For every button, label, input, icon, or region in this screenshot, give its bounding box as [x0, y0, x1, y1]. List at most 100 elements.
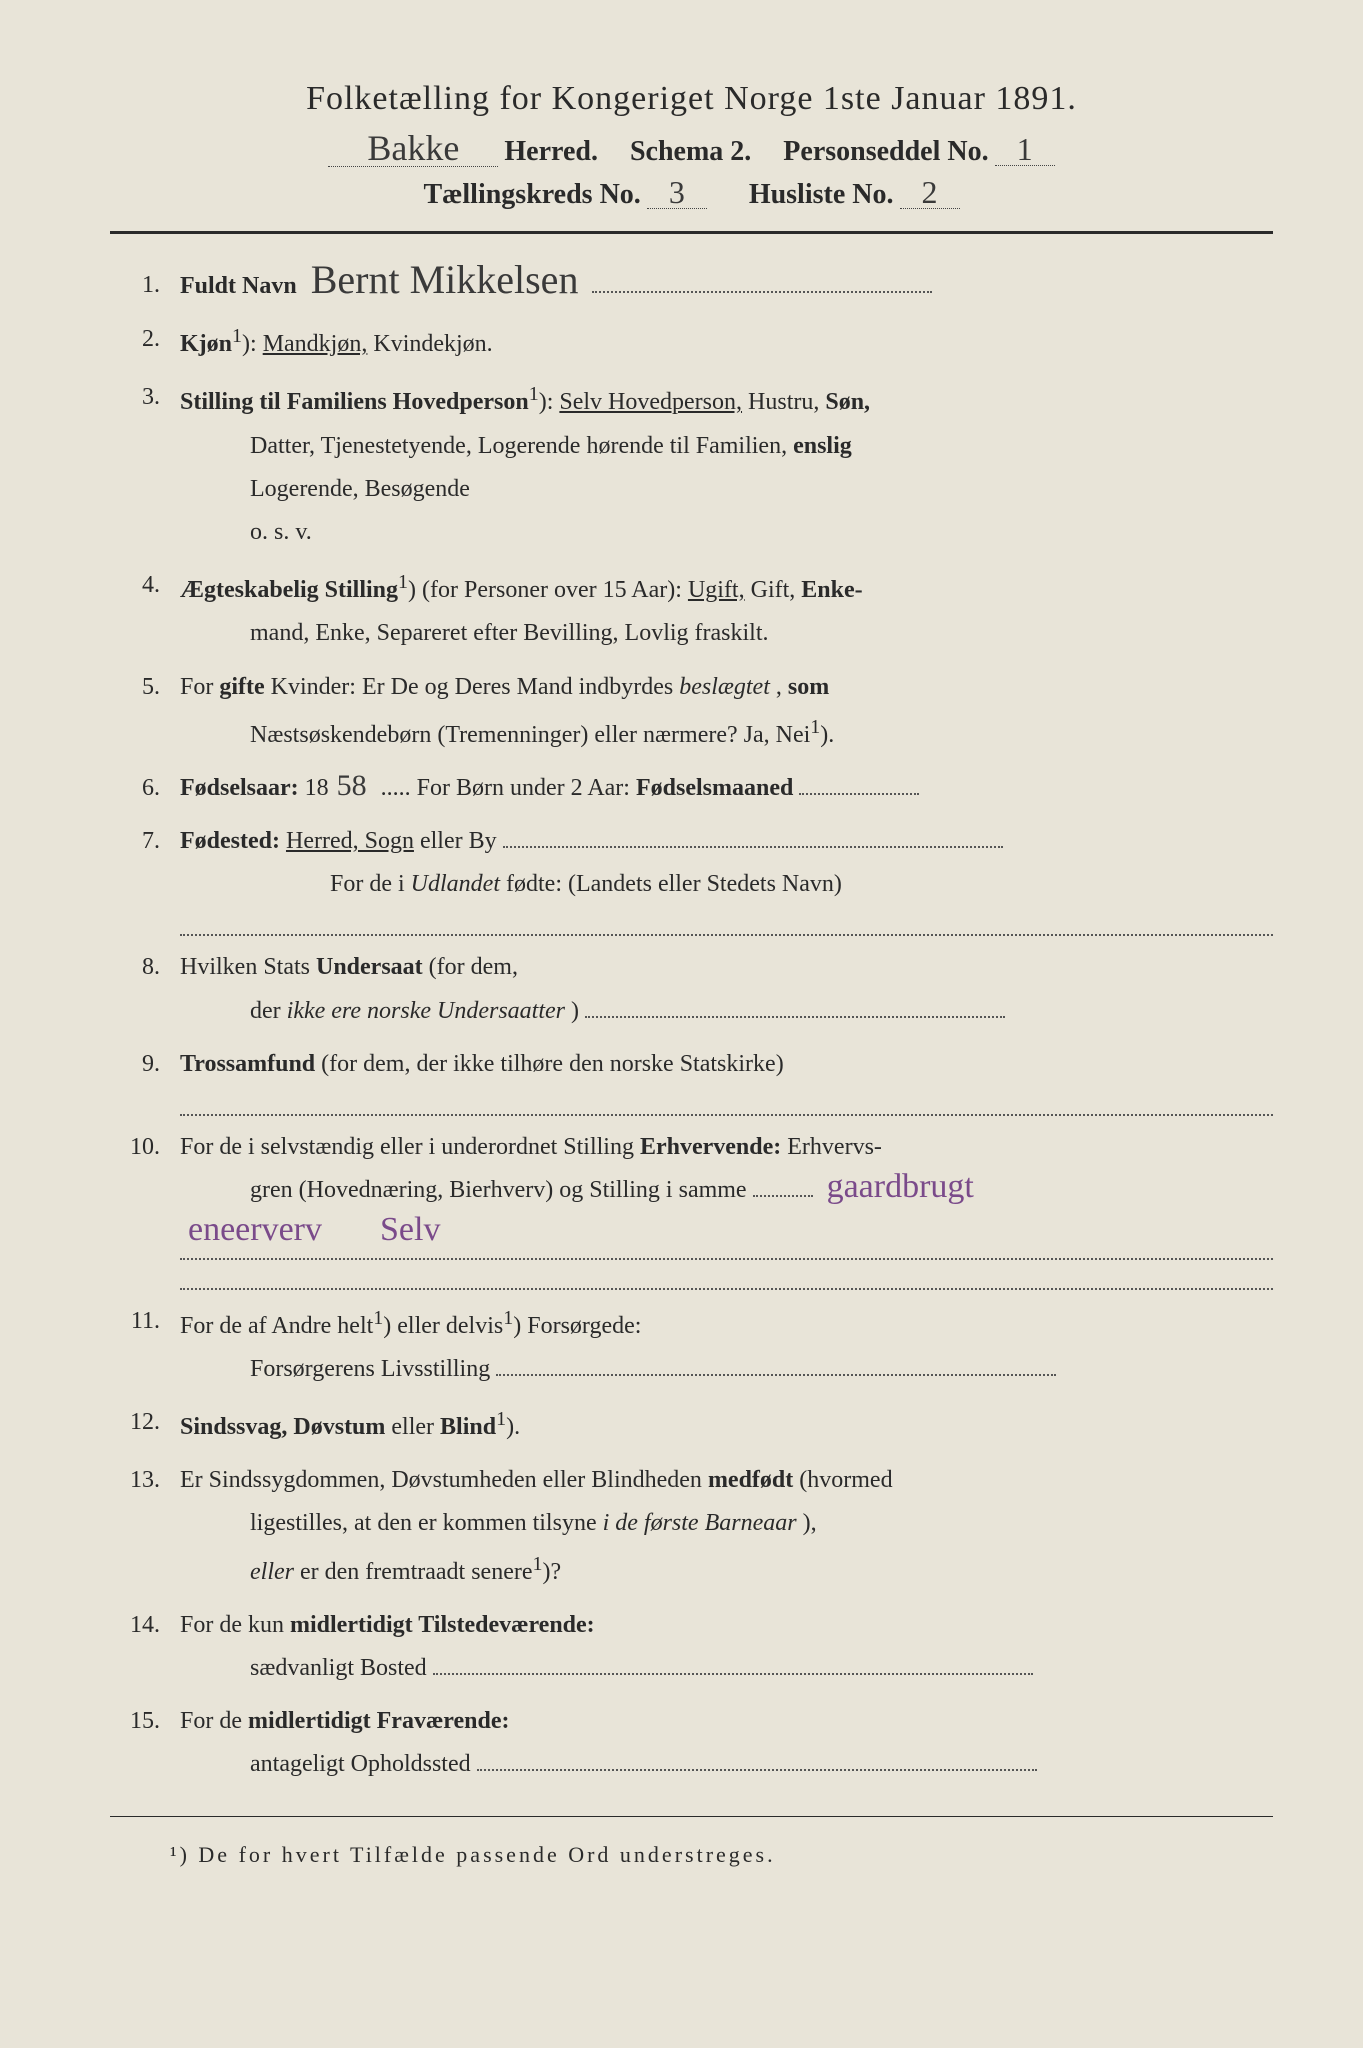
occupation-value-2: eneerverv: [180, 1216, 330, 1243]
item-num: 2.: [110, 318, 180, 366]
opt-enslig: enslig: [793, 433, 852, 459]
form-items: 1. Fuldt Navn Bernt Mikkelsen 2. Kjøn1):…: [110, 264, 1273, 1786]
text: ).: [820, 722, 834, 748]
item-num: 4.: [110, 564, 180, 655]
husliste-no: 2: [900, 176, 960, 209]
text: gren (Hovednæring, Bierhverv) og Stillin…: [250, 1177, 747, 1203]
indent: antageligt Opholdssted: [180, 1743, 1273, 1786]
item-body: For de kun midlertidigt Tilstedeværende:…: [180, 1604, 1273, 1690]
bold: Erhvervende:: [640, 1134, 781, 1160]
text: ):: [242, 331, 263, 357]
sup: 1: [533, 1553, 543, 1575]
item-2: 2. Kjøn1): Mandkjøn, Kvindekjøn.: [110, 318, 1273, 366]
label: Ægteskabelig Stilling: [180, 577, 398, 603]
item-body: For de i selvstændig eller i underordnet…: [180, 1126, 1273, 1290]
text: sædvanligt Bosted: [250, 1655, 427, 1681]
item-9: 9. Trossamfund (for dem, der ikke tilhør…: [110, 1043, 1273, 1116]
dotted: [496, 1350, 1056, 1376]
item-num: 12.: [110, 1401, 180, 1449]
page-title: Folketælling for Kongeriget Norge 1ste J…: [110, 80, 1273, 118]
item-14: 14. For de kun midlertidigt Tilstedevære…: [110, 1604, 1273, 1690]
ital: eller: [250, 1559, 294, 1585]
item-4: 4. Ægteskabelig Stilling1) (for Personer…: [110, 564, 1273, 655]
label: Fødselsaar:: [180, 775, 299, 801]
opt-ugift: Ugift,: [688, 577, 745, 603]
dotted: [503, 822, 1003, 848]
kreds-no: 3: [647, 176, 707, 209]
text: ,: [776, 674, 788, 700]
item-7: 7. Fødested: Herred, Sogn eller By For d…: [110, 820, 1273, 936]
name-value: Bernt Mikkelsen: [303, 264, 587, 296]
indent: sædvanligt Bosted: [180, 1647, 1273, 1690]
text: Forsørgerens Livsstilling: [250, 1356, 490, 1382]
label: Fødselsmaaned: [636, 775, 793, 801]
item-num: 13.: [110, 1459, 180, 1594]
text: ):: [539, 389, 560, 415]
ital: i de første Barneaar: [603, 1510, 797, 1536]
dotted: [433, 1649, 1033, 1675]
text: eller By: [420, 828, 497, 854]
dotted: [592, 267, 932, 293]
text: ),: [803, 1510, 817, 1536]
text: For de af Andre helt: [180, 1313, 373, 1339]
text: For de kun: [180, 1612, 290, 1638]
dotted: [753, 1171, 813, 1197]
text: Kvinder: Er De og Deres Mand indbyrdes: [271, 674, 680, 700]
item-11: 11. For de af Andre helt1) eller delvis1…: [110, 1300, 1273, 1391]
indent: Forsørgerens Livsstilling: [180, 1348, 1273, 1391]
sup: 1: [496, 1408, 506, 1430]
item-body: For gifte Kvinder: Er De og Deres Mand i…: [180, 666, 1273, 757]
indent: eller er den fremtraadt senere1)?: [180, 1546, 1273, 1594]
item-num: 14.: [110, 1604, 180, 1690]
item-body: Fødselsaar: 1858 ..... For Børn under 2 …: [180, 767, 1273, 810]
opt-enke: Enke-: [801, 577, 862, 603]
person-no: 1: [995, 133, 1055, 166]
text: ) eller delvis: [383, 1313, 503, 1339]
indent: ligestilles, at den er kommen tilsyne i …: [180, 1502, 1273, 1545]
ital: ikke ere norske Undersaatter: [287, 998, 565, 1024]
herred-value: Bakke: [328, 130, 498, 167]
indent: der ikke ere norske Undersaatter ): [180, 990, 1273, 1033]
sup: 1: [810, 716, 820, 738]
bold: Trossamfund: [180, 1051, 315, 1077]
dotted: [799, 769, 919, 795]
text: ).: [506, 1414, 520, 1440]
text: 18: [305, 775, 329, 801]
item-body: Fødested: Herred, Sogn eller By For de i…: [180, 820, 1273, 936]
item-3: 3. Stilling til Familiens Hovedperson1):…: [110, 376, 1273, 554]
item-13: 13. Er Sindssygdommen, Døvstumheden elle…: [110, 1459, 1273, 1594]
text: )?: [543, 1559, 562, 1585]
sup: 1: [398, 571, 408, 593]
text: For de: [180, 1708, 248, 1734]
item-num: 15.: [110, 1700, 180, 1786]
item-5: 5. For gifte Kvinder: Er De og Deres Man…: [110, 666, 1273, 757]
text: Gift,: [751, 577, 802, 603]
indent: Datter, Tjenestetyende, Logerende hørend…: [180, 425, 1273, 468]
indent: For de i Udlandet fødte: (Landets eller …: [180, 863, 1273, 906]
item-body: Hvilken Stats Undersaat (for dem, der ik…: [180, 946, 1273, 1032]
dotted-line: [180, 914, 1273, 936]
item-1: 1. Fuldt Navn Bernt Mikkelsen: [110, 264, 1273, 308]
text: ..... For Børn under 2 Aar:: [381, 775, 636, 801]
text: mand, Enke, Separeret efter Bevilling, L…: [180, 612, 1273, 655]
year-value: 58: [329, 774, 375, 798]
ital: Udlandet: [411, 871, 500, 897]
text: Er Sindssygdommen, Døvstumheden eller Bl…: [180, 1467, 708, 1493]
text: For de i selvstændig eller i underordnet…: [180, 1134, 640, 1160]
dotted-line: [180, 1268, 1273, 1290]
text: For: [180, 674, 219, 700]
item-num: 9.: [110, 1043, 180, 1116]
document-page: Folketælling for Kongeriget Norge 1ste J…: [0, 0, 1363, 2048]
opt-mand: Mandkjøn,: [263, 331, 368, 357]
bold: medfødt: [708, 1467, 793, 1493]
text: For de i: [330, 871, 411, 897]
dotted: [585, 992, 1005, 1018]
bold: gifte: [219, 674, 264, 700]
ital: beslægtet: [679, 674, 770, 700]
bold: Blind: [440, 1414, 496, 1440]
item-15: 15. For de midlertidigt Fraværende: anta…: [110, 1700, 1273, 1786]
text: (hvormed: [799, 1467, 892, 1493]
text: (for dem, der ikke tilhøre den norske St…: [321, 1051, 784, 1077]
item-10: 10. For de i selvstændig eller i underor…: [110, 1126, 1273, 1290]
text: eller: [391, 1414, 440, 1440]
